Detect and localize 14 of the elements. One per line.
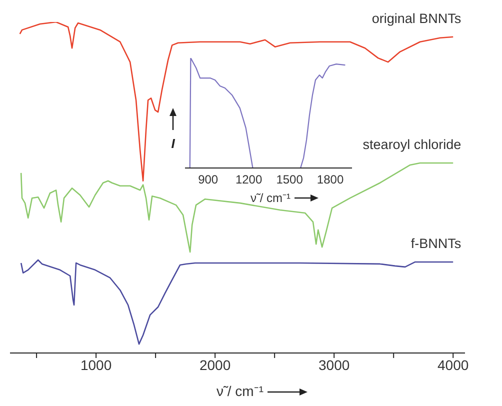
y-axis-title: I bbox=[171, 136, 176, 151]
series-label: original BNNTs bbox=[372, 10, 462, 26]
x-tick-label: 1200 bbox=[235, 172, 262, 187]
x-axis-title: ν̃ / cm⁻¹ bbox=[250, 191, 290, 205]
series-label: f-BNNTs bbox=[410, 236, 462, 251]
series-label: stearoyl chloride bbox=[362, 137, 462, 152]
x-tick-label: 1000 bbox=[80, 356, 112, 373]
x-tick-label: 900 bbox=[198, 172, 218, 187]
x-axis-title: ν̃ / cm⁻¹ bbox=[216, 383, 264, 399]
x-tick-label: 4000 bbox=[438, 356, 469, 373]
x-tick-label: 3000 bbox=[318, 356, 350, 373]
x-tick-label: 1800 bbox=[316, 172, 344, 187]
x-tick-label: 2000 bbox=[199, 356, 231, 373]
x-tick-label: 1500 bbox=[276, 172, 304, 187]
